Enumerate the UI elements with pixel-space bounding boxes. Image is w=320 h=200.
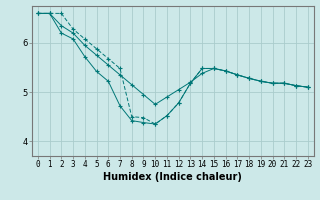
X-axis label: Humidex (Indice chaleur): Humidex (Indice chaleur) — [103, 172, 242, 182]
